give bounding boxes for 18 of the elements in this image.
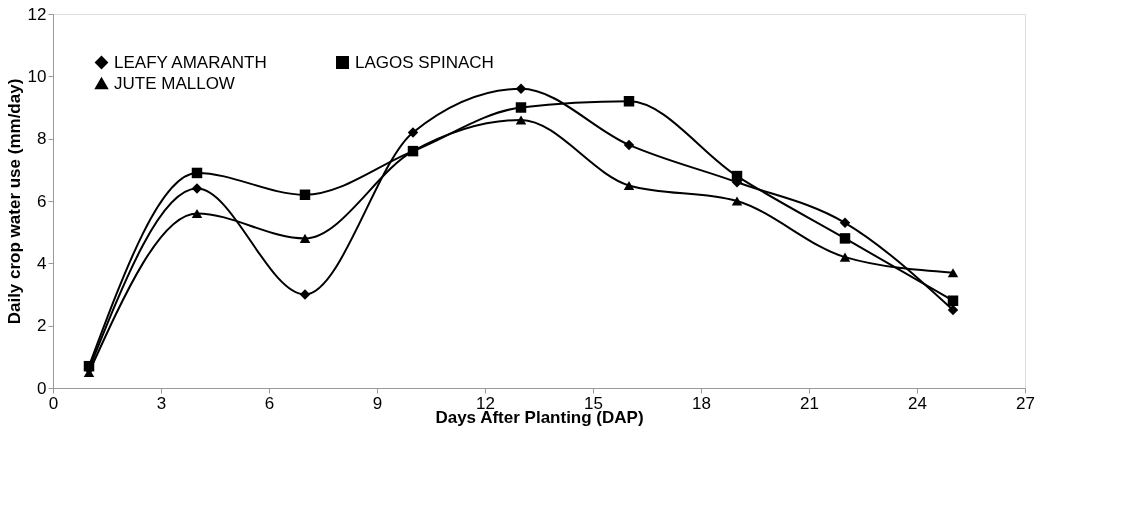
legend-label: LEAFY AMARANTH: [114, 52, 267, 72]
y-tick-label: 12: [27, 4, 47, 24]
y-tick-label: 10: [27, 66, 47, 86]
y-axis-title: Daily crop water use (mm/day): [4, 78, 24, 325]
x-tick-label: 24: [908, 393, 927, 413]
x-tick-label: 3: [156, 393, 167, 413]
x-tick-label: 21: [800, 393, 819, 413]
y-tick-label: 4: [37, 253, 47, 273]
x-tick-label: 9: [372, 393, 383, 413]
y-tick-label: 2: [37, 316, 47, 336]
x-tick-label: 18: [692, 393, 711, 413]
y-tick-label: 6: [37, 191, 47, 211]
y-tick-label: 8: [37, 129, 47, 149]
legend-label: LAGOS SPINACH: [355, 52, 494, 72]
legend-label: JUTE MALLOW: [114, 73, 235, 93]
y-tick-label: 0: [37, 378, 47, 398]
x-tick-label: 27: [1016, 393, 1035, 413]
x-tick-label: 6: [264, 393, 275, 413]
